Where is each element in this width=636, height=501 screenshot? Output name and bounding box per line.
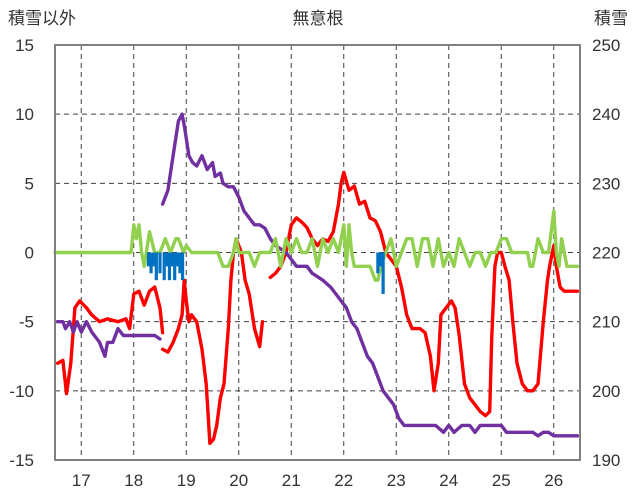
x-tick-label: 22 xyxy=(334,471,353,490)
x-tick-label: 24 xyxy=(439,471,458,490)
y-left-tick-label: 0 xyxy=(25,244,34,263)
left-axis-title: 積雪以外 xyxy=(8,9,76,28)
snow-bar-3 xyxy=(149,252,153,274)
snow-bar-3 xyxy=(178,252,182,274)
snow-bar-3 xyxy=(175,252,179,267)
snow-bar-3 xyxy=(158,252,162,274)
y-right-tick-label: 220 xyxy=(592,244,620,263)
y-left-tick-label: -10 xyxy=(9,382,34,401)
snow-bar-3 xyxy=(381,252,385,294)
series-line-2 xyxy=(53,209,580,282)
snow-bar-3 xyxy=(170,252,174,267)
y-right-tick-label: 190 xyxy=(592,451,620,470)
x-tick-label: 26 xyxy=(544,471,563,490)
x-tick-label: 25 xyxy=(492,471,511,490)
series-line-1 xyxy=(55,112,580,438)
snow-bar-3 xyxy=(162,252,166,281)
snow-bar-3 xyxy=(378,252,383,267)
y-left-tick-label: 15 xyxy=(15,36,34,55)
snow-bar-3 xyxy=(152,252,156,267)
plot-area xyxy=(53,112,580,446)
snow-bar-3 xyxy=(173,252,177,281)
chart-title: 無意根 xyxy=(293,9,344,28)
snow-bar-3 xyxy=(146,252,151,267)
y-left-tick-label: 10 xyxy=(15,105,34,124)
y-right-tick-label: 210 xyxy=(592,313,620,332)
x-tick-label: 19 xyxy=(177,471,196,490)
y-left-tick-label: 5 xyxy=(25,174,34,193)
x-tick-label: 23 xyxy=(387,471,406,490)
y-left-tick-label: -5 xyxy=(19,313,34,332)
snow-bar-3 xyxy=(376,252,380,274)
x-tick-label: 17 xyxy=(72,471,91,490)
snow-bar-3 xyxy=(167,252,172,281)
x-tick-label: 18 xyxy=(124,471,143,490)
x-tick-label: 21 xyxy=(282,471,301,490)
snow-bar-3 xyxy=(154,252,158,281)
y-left-tick-label: -15 xyxy=(9,451,34,470)
snow-bar-3 xyxy=(165,252,169,267)
tick-labels: 17 18 19 20 21 22 23 24 25 26 15 10 5 0 -5 -10 -15 250 240… xyxy=(9,36,620,490)
x-tick-label: 20 xyxy=(229,471,248,490)
right-axis-title: 積雪 xyxy=(594,9,628,28)
y-right-tick-label: 200 xyxy=(592,382,620,401)
y-right-tick-label: 240 xyxy=(592,105,620,124)
snow-bar-3 xyxy=(180,252,185,281)
series-line-0 xyxy=(55,170,580,446)
plot-frame xyxy=(54,44,581,461)
y-right-tick-label: 250 xyxy=(592,36,620,55)
y-right-tick-label: 230 xyxy=(592,174,620,193)
